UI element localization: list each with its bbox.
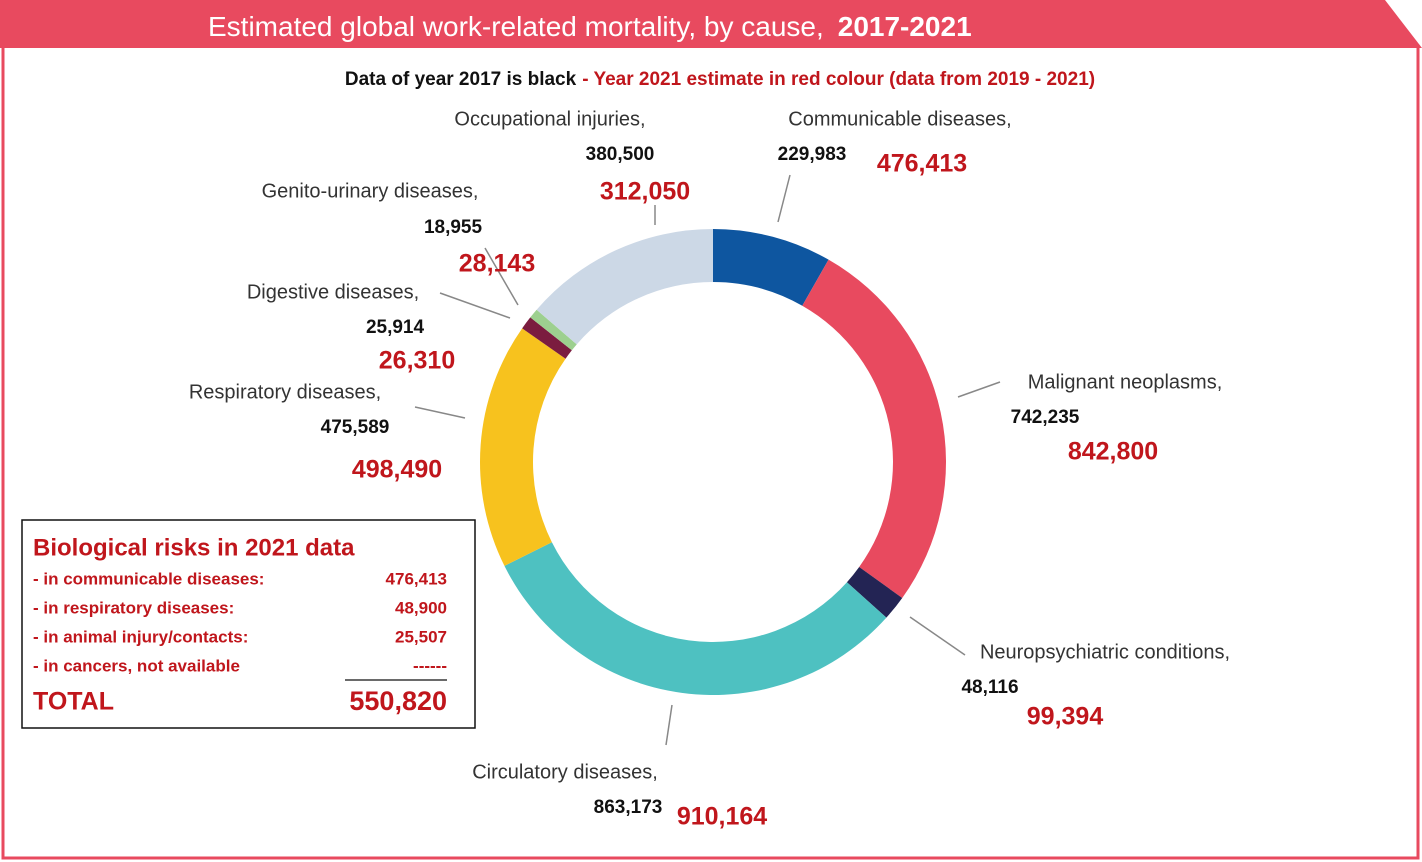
subtitle-black: Data of year 2017 is black	[345, 69, 577, 90]
slice-label: Genito-urinary diseases,	[262, 180, 479, 202]
box-row-value: 476,413	[386, 569, 447, 588]
box-row-label: - in animal injury/contacts:	[33, 627, 248, 646]
value-2021-label: 312,050	[600, 178, 690, 206]
box-title: Biological risks in 2021 data	[33, 534, 355, 561]
slice-label: Respiratory diseases,	[189, 381, 381, 403]
title-period: 2017-2021	[838, 11, 972, 42]
value-2017-label: 742,235	[1011, 407, 1080, 428]
leader-line	[665, 704, 673, 746]
leader-line	[957, 381, 1001, 398]
value-2021-label: 842,800	[1068, 438, 1158, 466]
chart-title: Estimated global work-related mortality,…	[208, 11, 972, 42]
donut-slice	[802, 259, 946, 598]
donut-slice	[504, 542, 887, 695]
slice-label: Occupational injuries,	[454, 108, 645, 130]
box-row-value: 48,900	[395, 598, 447, 617]
title-text: Estimated global work-related mortality,…	[208, 11, 824, 42]
leader-line	[414, 406, 466, 419]
leader-line	[484, 247, 519, 306]
header-band	[0, 0, 1422, 48]
value-2017-label: 18,955	[424, 217, 483, 238]
box-total-label: TOTAL	[33, 688, 114, 716]
value-2017-label: 380,500	[586, 144, 655, 165]
slice-label: Digestive diseases,	[247, 281, 419, 303]
donut-slice	[846, 567, 903, 618]
box-row-label: - in communicable diseases:	[33, 569, 264, 588]
value-2021-label: 498,490	[352, 456, 442, 484]
leader-line	[777, 174, 791, 223]
donut-slice	[480, 328, 566, 566]
value-2017-label: 25,914	[366, 317, 425, 338]
box-row-label: - in cancers, not available	[33, 656, 240, 675]
leader-line	[439, 292, 511, 319]
frame	[1, 44, 1420, 860]
value-2017-label: 475,589	[321, 417, 390, 438]
value-2021-label: 99,394	[1027, 703, 1104, 731]
donut-slice	[713, 229, 829, 306]
box-row-value: ------	[413, 656, 447, 675]
info-box	[21, 519, 476, 729]
slice-label: Neuropsychiatric conditions,	[980, 641, 1230, 663]
slice-label: Circulatory diseases,	[472, 761, 658, 783]
box-row-label: - in respiratory diseases:	[33, 598, 234, 617]
value-2017-label: 863,173	[594, 797, 663, 818]
leader-line	[909, 616, 966, 656]
donut-slice	[530, 309, 577, 351]
subtitle: Data of year 2017 is black - Year 2021 es…	[345, 69, 1095, 90]
slice-label: Communicable diseases,	[788, 108, 1011, 130]
box-row-value: 25,507	[395, 627, 447, 646]
donut-slice	[536, 229, 713, 345]
value-2021-label: 910,164	[677, 803, 767, 831]
value-2021-label: 28,143	[459, 250, 535, 278]
value-2021-label: 26,310	[379, 347, 455, 375]
value-2017-label: 48,116	[961, 677, 1018, 698]
value-2017-label: 229,983	[778, 144, 847, 165]
box-total-value: 550,820	[349, 686, 447, 716]
subtitle-red: - Year 2021 estimate in red colour (data…	[582, 69, 1095, 90]
value-2021-label: 476,413	[877, 150, 967, 178]
donut-slice	[522, 317, 572, 359]
slice-label: Malignant neoplasms,	[1028, 371, 1223, 393]
